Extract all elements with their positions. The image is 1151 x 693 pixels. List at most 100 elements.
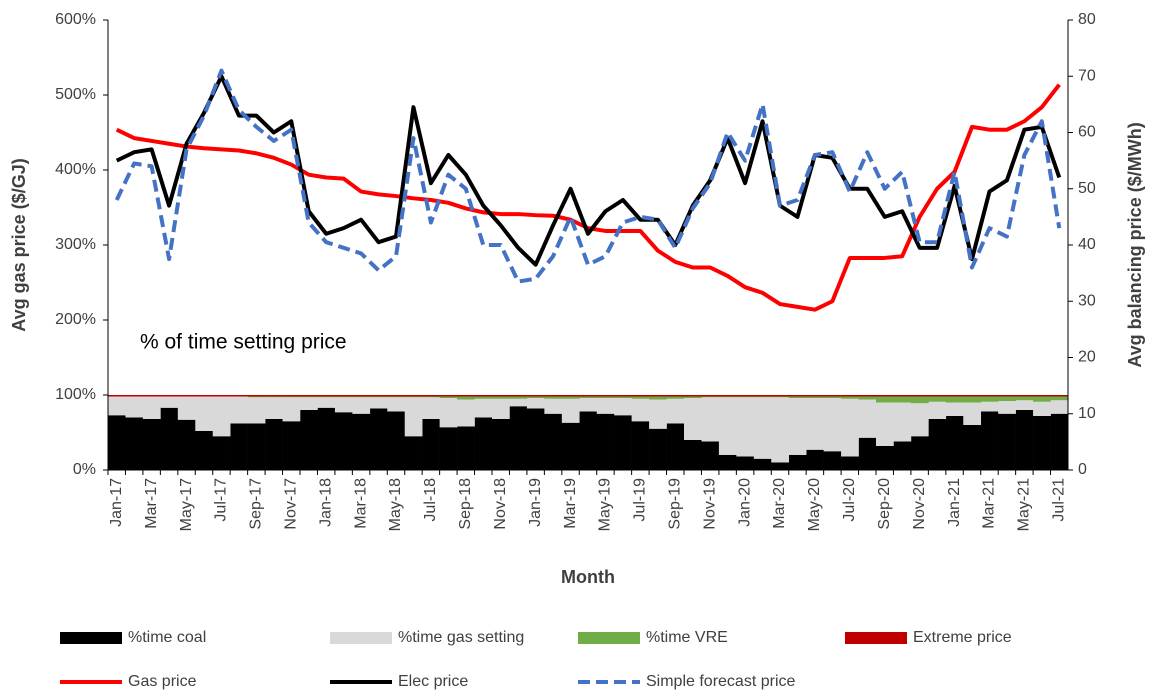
bar-segment <box>1015 395 1034 397</box>
bar-segment <box>474 396 493 399</box>
legend-label: Elec price <box>398 673 468 690</box>
bar-segment <box>876 395 894 397</box>
bar-segment <box>771 396 790 398</box>
legend-label: Gas price <box>128 673 197 690</box>
bar-segment <box>317 397 336 408</box>
bar-segment <box>718 455 737 470</box>
bar-segment <box>387 397 406 412</box>
bar-segment <box>334 412 353 470</box>
bar-segment <box>509 396 528 399</box>
bar-segment <box>649 395 667 397</box>
x-tick-label: Sep-20 <box>876 478 893 530</box>
bar-segment <box>230 423 248 470</box>
bar-segment <box>684 398 702 440</box>
bar-segment <box>631 398 650 422</box>
bar-segment <box>247 423 266 470</box>
x-tick-label: Sep-18 <box>457 478 474 530</box>
y-tick-label: 400% <box>55 161 96 178</box>
bar-segment <box>858 399 877 438</box>
bar-segment <box>631 396 650 399</box>
y-tick-label: 300% <box>55 236 96 253</box>
bar-segment <box>666 395 685 397</box>
x-tick-label: Nov-17 <box>282 478 299 530</box>
bar-segment <box>701 397 720 442</box>
bar-segment <box>998 413 1016 470</box>
bar-segment <box>579 395 598 397</box>
bar-segment <box>823 398 842 452</box>
legend-label: Simple forecast price <box>646 673 795 690</box>
bar-segment <box>387 395 406 397</box>
bar-segment <box>998 396 1016 401</box>
bar-segment <box>806 449 824 470</box>
bar-segment <box>841 396 859 399</box>
bar-segment <box>526 408 545 470</box>
bar-segment <box>945 416 964 470</box>
bar-segment <box>492 398 510 419</box>
bar-segment <box>352 396 371 398</box>
bar-segment <box>753 395 772 397</box>
x-tick-label: Sep-17 <box>248 478 265 530</box>
x-tick-label: Jul-21 <box>1050 478 1067 522</box>
bar-segment <box>1050 396 1069 401</box>
x-tick-label: Mar-18 <box>352 478 369 529</box>
bar-segment <box>736 395 755 397</box>
bar-segment <box>247 395 266 397</box>
legend-swatch <box>578 632 640 644</box>
bar-segment <box>300 410 318 470</box>
line <box>115 83 1061 312</box>
bar-segment <box>404 397 423 437</box>
bar-segment <box>980 411 999 470</box>
bar-segment <box>579 396 598 398</box>
annotation: % of time setting price <box>140 331 347 354</box>
bar-segment <box>212 395 231 397</box>
y2-axis-title: Avg balancing price ($/MWh) <box>1125 122 1145 367</box>
bar-segment <box>928 401 947 419</box>
bar-segment <box>108 395 126 397</box>
bar-segment <box>858 395 877 397</box>
bar-segment <box>387 411 406 470</box>
bar-segment <box>544 396 563 399</box>
x-tick-label: May-18 <box>387 478 404 531</box>
bar-segment <box>526 396 545 398</box>
bar-segment <box>526 395 545 397</box>
bar-segment <box>439 398 458 428</box>
bar-segment <box>649 428 667 470</box>
bar-segment <box>352 413 371 470</box>
bar-segment <box>753 396 772 398</box>
y2-tick-label: 20 <box>1078 349 1096 366</box>
bar-segment <box>649 399 667 429</box>
bar-segment <box>247 396 266 398</box>
bar-segment <box>125 417 144 470</box>
bar-segment <box>422 397 440 419</box>
bar-segment <box>317 395 336 397</box>
y-tick-label: 600% <box>55 11 96 28</box>
bar-segment <box>492 419 510 470</box>
bar-segment <box>1033 395 1051 397</box>
bar-segment <box>160 407 179 470</box>
bar-segment <box>352 395 371 397</box>
bar-segment <box>666 396 685 399</box>
bar-segment <box>561 395 580 397</box>
bar-segment <box>125 395 144 397</box>
x-tick-label: May-17 <box>178 478 195 531</box>
bar-segment <box>876 446 894 470</box>
legend-label: %time gas setting <box>398 629 524 646</box>
bar-segment <box>701 396 720 398</box>
bar-segment <box>526 398 545 409</box>
bar-segment <box>596 396 615 398</box>
bar-segment <box>718 395 737 397</box>
y2-tick-label: 70 <box>1078 67 1096 84</box>
bar-segment <box>788 395 807 397</box>
bar-segment <box>666 398 685 424</box>
bar-segment <box>684 440 702 470</box>
bar-segment <box>806 395 824 397</box>
bar-segment <box>334 397 353 413</box>
bar-segment <box>1033 401 1051 416</box>
bar-segment <box>369 395 388 397</box>
bar-segment <box>893 396 912 403</box>
bar-segment <box>771 397 790 463</box>
bar-segment <box>544 398 563 414</box>
bar-segment <box>928 395 947 397</box>
bar-segment <box>544 395 563 397</box>
